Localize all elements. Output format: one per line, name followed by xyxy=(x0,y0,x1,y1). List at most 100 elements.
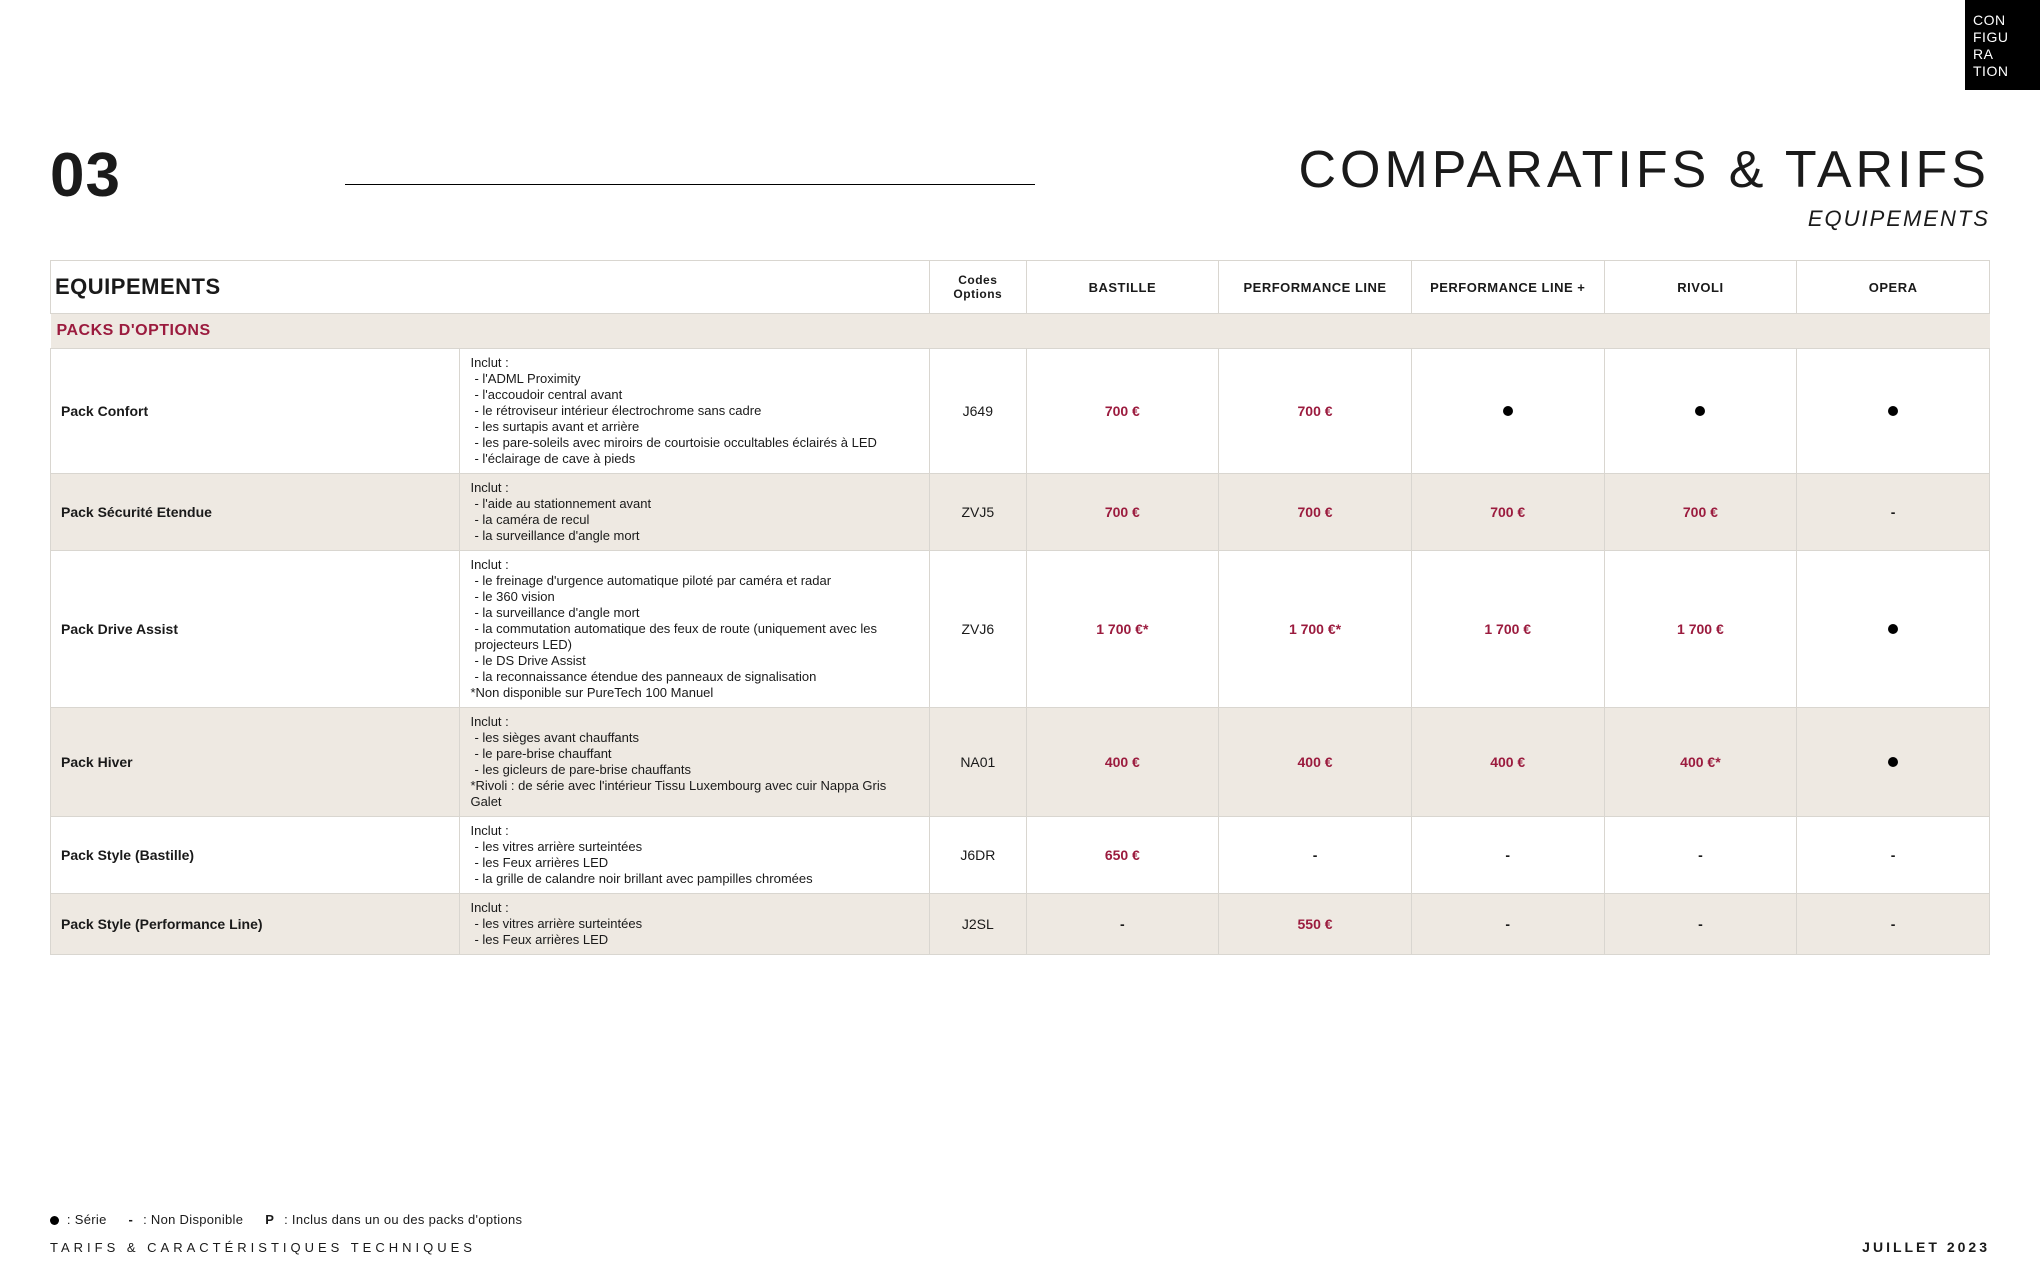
row-code: J6DR xyxy=(930,817,1026,894)
row-name: Pack Drive Assist xyxy=(51,551,460,708)
desc-item: le freinage d'urgence automatique piloté… xyxy=(474,573,919,589)
desc-list: les vitres arrière surteintéesles Feux a… xyxy=(470,916,919,948)
desc-item: l'ADML Proximity xyxy=(474,371,919,387)
table-body: PACKS D'OPTIONS Pack ConfortInclut :l'AD… xyxy=(51,314,1990,955)
legend-p-symbol: P xyxy=(265,1212,274,1227)
row-cell: 550 € xyxy=(1219,894,1412,955)
badge-l3: RA xyxy=(1973,46,1993,62)
desc-item: les vitres arrière surteintées xyxy=(474,916,919,932)
table-row: Pack Drive AssistInclut :le freinage d'u… xyxy=(51,551,1990,708)
desc-lead: Inclut : xyxy=(470,480,919,496)
row-cell xyxy=(1797,551,1990,708)
row-cell xyxy=(1604,349,1797,474)
section-title: PACKS D'OPTIONS xyxy=(51,314,1990,349)
equipment-table: EQUIPEMENTS Codes Options BASTILLE PERFO… xyxy=(50,260,1990,955)
row-code: NA01 xyxy=(930,708,1026,817)
page-title: COMPARATIFS & TARIFS xyxy=(1298,140,1990,200)
row-cell: 400 € xyxy=(1219,708,1412,817)
row-cell xyxy=(1797,708,1990,817)
row-cell: 700 € xyxy=(1026,349,1219,474)
row-cell xyxy=(1411,349,1604,474)
table-row: Pack Style (Bastille)Inclut :les vitres … xyxy=(51,817,1990,894)
badge-l2: FIGU xyxy=(1973,29,2008,45)
desc-item: le pare-brise chauffant xyxy=(474,746,919,762)
badge-l4: TION xyxy=(1973,63,2008,79)
row-cell: - xyxy=(1797,474,1990,551)
dot-icon xyxy=(1888,624,1898,634)
legend-nd: : Non Disponible xyxy=(143,1212,243,1227)
row-cell: 1 700 €* xyxy=(1219,551,1412,708)
row-description: Inclut :les vitres arrière surteintéesle… xyxy=(460,894,930,955)
desc-item: la surveillance d'angle mort xyxy=(474,605,919,621)
row-cell: 700 € xyxy=(1219,349,1412,474)
section-row: PACKS D'OPTIONS xyxy=(51,314,1990,349)
legend: : Série - : Non Disponible P : Inclus da… xyxy=(50,1212,522,1227)
page-content: 03 COMPARATIFS & TARIFS EQUIPEMENTS EQUI… xyxy=(50,140,1990,955)
desc-item: la surveillance d'angle mort xyxy=(474,528,919,544)
row-code: ZVJ6 xyxy=(930,551,1026,708)
footer-left: TARIFS & CARACTÉRISTIQUES TECHNIQUES xyxy=(50,1240,476,1255)
row-cell: 1 700 €* xyxy=(1026,551,1219,708)
row-cell: - xyxy=(1411,817,1604,894)
desc-item: la grille de calandre noir brillant avec… xyxy=(474,871,919,887)
table-row: Pack Sécurité EtendueInclut :l'aide au s… xyxy=(51,474,1990,551)
legend-nd-symbol: - xyxy=(129,1212,134,1227)
row-cell: - xyxy=(1797,894,1990,955)
desc-item: les surtapis avant et arrière xyxy=(474,419,919,435)
legend-p: : Inclus dans un ou des packs d'options xyxy=(284,1212,522,1227)
page-header: 03 COMPARATIFS & TARIFS EQUIPEMENTS xyxy=(50,140,1990,232)
row-description: Inclut :les vitres arrière surteintéesle… xyxy=(460,817,930,894)
desc-item: le rétroviseur intérieur électrochrome s… xyxy=(474,403,919,419)
desc-note: *Rivoli : de série avec l'intérieur Tiss… xyxy=(470,778,919,810)
col-codes: Codes Options xyxy=(930,261,1026,314)
configuration-badge: CON FIGU RA TION xyxy=(1965,0,2040,90)
col-trim-0: BASTILLE xyxy=(1026,261,1219,314)
desc-lead: Inclut : xyxy=(470,355,919,371)
desc-list: le freinage d'urgence automatique piloté… xyxy=(470,573,919,685)
desc-lead: Inclut : xyxy=(470,900,919,916)
row-cell: - xyxy=(1411,894,1604,955)
dot-icon xyxy=(1695,406,1705,416)
row-description: Inclut :le freinage d'urgence automatiqu… xyxy=(460,551,930,708)
footer-right: JUILLET 2023 xyxy=(1862,1239,1990,1255)
row-name: Pack Hiver xyxy=(51,708,460,817)
col-trim-3: RIVOLI xyxy=(1604,261,1797,314)
header-rule xyxy=(345,184,1035,185)
row-cell: 400 € xyxy=(1411,708,1604,817)
dot-icon xyxy=(1503,406,1513,416)
desc-list: l'ADML Proximityl'accoudoir central avan… xyxy=(470,371,919,467)
table-header-row: EQUIPEMENTS Codes Options BASTILLE PERFO… xyxy=(51,261,1990,314)
desc-item: l'aide au stationnement avant xyxy=(474,496,919,512)
desc-item: les vitres arrière surteintées xyxy=(474,839,919,855)
badge-l1: CON xyxy=(1973,12,2006,28)
title-block: COMPARATIFS & TARIFS EQUIPEMENTS xyxy=(1298,140,1990,232)
row-cell: 650 € xyxy=(1026,817,1219,894)
desc-list: l'aide au stationnement avantla caméra d… xyxy=(470,496,919,544)
row-cell: 700 € xyxy=(1604,474,1797,551)
desc-item: le 360 vision xyxy=(474,589,919,605)
row-cell xyxy=(1797,349,1990,474)
row-cell: - xyxy=(1797,817,1990,894)
col-trim-4: OPERA xyxy=(1797,261,1990,314)
table-row: Pack Hiver Inclut :les sièges avant chauf… xyxy=(51,708,1990,817)
desc-lead: Inclut : xyxy=(470,823,919,839)
table-row: Pack Style (Performance Line)Inclut :les… xyxy=(51,894,1990,955)
desc-item: le DS Drive Assist xyxy=(474,653,919,669)
row-cell: 400 €* xyxy=(1604,708,1797,817)
desc-list: les sièges avant chauffantsle pare-brise… xyxy=(470,730,919,778)
row-name: Pack Sécurité Etendue xyxy=(51,474,460,551)
row-cell: - xyxy=(1604,817,1797,894)
desc-list: les vitres arrière surteintéesles Feux a… xyxy=(470,839,919,887)
row-cell: - xyxy=(1026,894,1219,955)
row-cell: 1 700 € xyxy=(1411,551,1604,708)
row-cell: - xyxy=(1219,817,1412,894)
row-code: ZVJ5 xyxy=(930,474,1026,551)
row-description: Inclut :l'aide au stationnement avantla … xyxy=(460,474,930,551)
row-cell: 700 € xyxy=(1026,474,1219,551)
desc-note: *Non disponible sur PureTech 100 Manuel xyxy=(470,685,919,701)
page-number: 03 xyxy=(50,140,121,211)
desc-item: les gicleurs de pare-brise chauffants xyxy=(474,762,919,778)
desc-item: les Feux arrières LED xyxy=(474,855,919,871)
desc-lead: Inclut : xyxy=(470,714,919,730)
desc-item: la caméra de recul xyxy=(474,512,919,528)
